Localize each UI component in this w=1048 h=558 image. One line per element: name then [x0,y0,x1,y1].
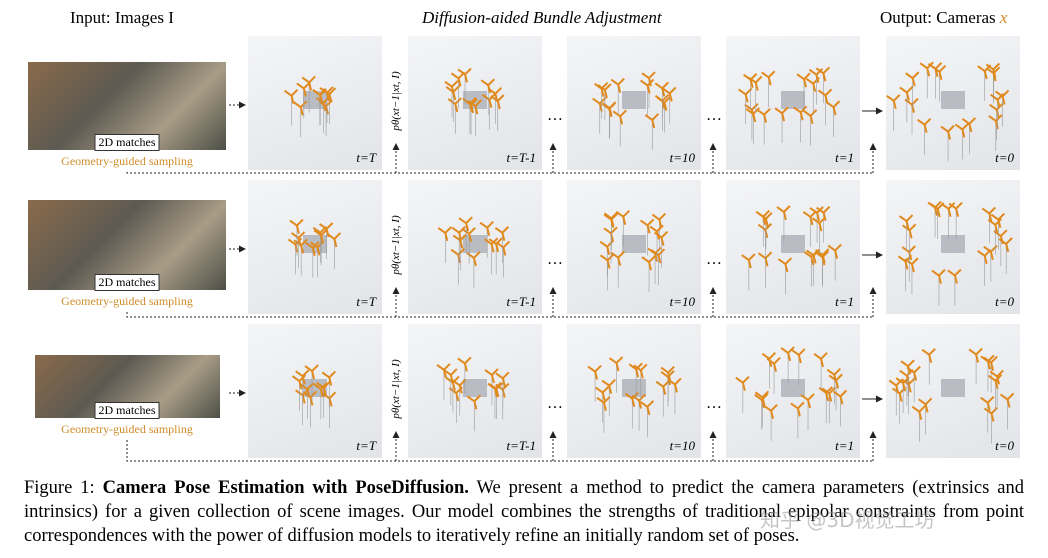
cameras [599,209,669,293]
cameras [738,66,841,146]
cameras [287,218,342,278]
step-label: t=10 [669,438,695,453]
step-label: t=10 [669,294,695,309]
output-header: Output: Cameras x [880,8,1007,28]
cameras [735,346,848,441]
step-label: t=0 [995,150,1014,165]
camera-panel: t=1 [726,180,860,314]
camera-panel: t=10 [567,324,701,458]
step-label: t=T-1 [506,294,536,309]
caption-label: Figure 1: [24,478,95,498]
cameras [888,347,1015,444]
transition-formula: pθ(xt−1|xt, I) [390,71,402,131]
step-label: t=T [356,150,376,165]
cameras [741,205,842,295]
cameras [436,356,510,432]
step-label: t=10 [669,150,695,165]
ellipsis: … [547,251,563,268]
matches-label: 2D matches [94,274,160,291]
ellipsis: … [706,395,722,412]
camera-panel: t=0 [886,36,1020,170]
cameras [444,67,505,137]
ellipsis: … [547,107,563,124]
step-label: t=0 [995,438,1014,453]
cameras [291,364,337,429]
cameras [283,75,337,138]
cameras [886,61,1010,162]
input-header: Input: Images I [70,8,174,27]
cameras [897,200,1013,306]
step-label: t=T [356,294,376,309]
caption: Figure 1: Camera Pose Estimation with Po… [24,476,1024,548]
transition-formula: pθ(xt−1|xt, I) [390,215,402,275]
camera-panel: t=T [248,36,382,170]
arrows [126,101,883,462]
camera-panel: t=0 [886,180,1020,314]
camera-panel: t=T [248,324,382,458]
sampling-label: Geometry-guided sampling [61,422,193,436]
output-text: Output: Cameras [880,8,996,27]
step-label: t=1 [835,294,854,309]
cameras [592,71,677,150]
caption-title: Camera Pose Estimation with PoseDiffusio… [102,478,469,498]
matches-label: 2D matches [94,402,160,419]
feedback-line [126,312,873,318]
middle-header: Diffusion-aided Bundle Adjustment [422,8,662,27]
feedback-line [126,440,873,462]
caption-text: We present a method to predict the camer… [24,478,1024,546]
camera-panel: t=1 [726,324,860,458]
camera-panel: t=T-1 [408,324,542,458]
ellipsis: … [706,107,722,124]
ellipsis: … [706,251,722,268]
camera-panel: t=T-1 [408,36,542,170]
camera-panel: t=T-1 [408,180,542,314]
step-label: t=1 [835,438,854,453]
step-label: t=0 [995,294,1014,309]
step-label: t=T-1 [506,150,536,165]
feedback-line [126,172,873,174]
step-label: t=T [356,438,376,453]
matches-label: 2D matches [94,134,160,151]
camera-panel: t=0 [886,324,1020,458]
camera-panel: t=1 [726,36,860,170]
transition-formula: pθ(xt−1|xt, I) [390,359,402,419]
camera-panel: t=T [248,180,382,314]
step-label: t=1 [835,150,854,165]
camera-panel: t=10 [567,180,701,314]
sampling-label: Geometry-guided sampling [61,154,193,168]
step-label: t=T-1 [506,438,536,453]
camera-panel: t=10 [567,36,701,170]
output-var: x [999,8,1008,27]
watermark: 知乎 @3D视觉工坊 [760,508,935,532]
cameras [437,216,511,288]
ellipsis: … [547,395,563,412]
cameras [587,356,682,437]
sampling-label: Geometry-guided sampling [61,294,193,308]
